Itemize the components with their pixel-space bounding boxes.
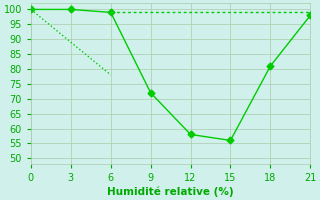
X-axis label: Humidité relative (%): Humidité relative (%) [107,186,234,197]
